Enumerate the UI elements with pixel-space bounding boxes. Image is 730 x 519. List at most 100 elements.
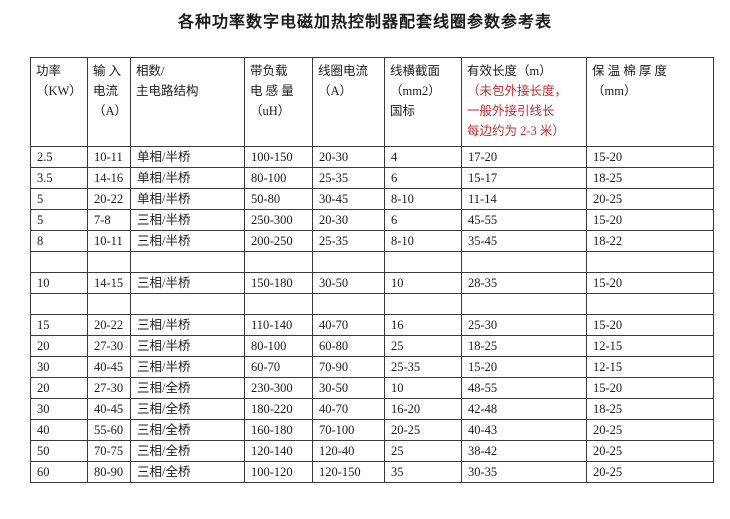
column-header: 功率 （KW） [30, 57, 88, 147]
table-cell: 40-45 [87, 356, 131, 378]
table-cell: 单相/半桥 [130, 167, 245, 189]
table-cell: 20-25 [384, 419, 462, 441]
table-cell: 15-17 [461, 167, 587, 189]
table-cell: 38-42 [461, 440, 587, 462]
table-cell: 三相/全桥 [130, 419, 245, 441]
table-cell: 三相/半桥 [130, 314, 245, 336]
column-header-note: （未包外接长度， 一般外接引线长 每边约为 2-3 米） [467, 84, 568, 138]
table-cell: 7-8 [87, 209, 131, 231]
table-cell [130, 293, 245, 315]
table-cell [586, 251, 714, 273]
column-header-text: 线圈电流 （A） [318, 64, 369, 98]
table-cell: 15-20 [586, 146, 714, 168]
table-cell: 11-14 [461, 188, 587, 210]
column-header: 输 入 电流 （A） [87, 57, 131, 147]
table-cell: 三相/半桥 [130, 335, 245, 357]
coil-parameter-table: 功率 （KW） 输 入 电流 （A） 相数/ 主电路结构 带负载 电 感 量 （uH）… [30, 57, 714, 483]
table-cell: 8-10 [384, 230, 462, 252]
table-cell: 42-48 [461, 398, 587, 420]
table-cell: 20-25 [586, 188, 714, 210]
table-cell: 40-70 [312, 314, 385, 336]
table-cell: 20-25 [586, 440, 714, 462]
table-cell: 10 [30, 272, 88, 294]
table-cell: 70-100 [312, 419, 385, 441]
table-cell: 18-22 [586, 230, 714, 252]
table-cell: 60 [30, 461, 88, 483]
table-body: 2.5 10-11 单相/半桥 100-150 20-30 4 17-20 15-20 3.5 1… [30, 146, 714, 483]
table-cell: 40-70 [312, 398, 385, 420]
table-header: 功率 （KW） 输 入 电流 （A） 相数/ 主电路结构 带负载 电 感 量 （uH）… [30, 57, 714, 147]
table-cell [461, 251, 587, 273]
table-cell: 25 [384, 440, 462, 462]
table-cell: 18-25 [461, 335, 587, 357]
table-cell: 三相/半桥 [130, 272, 245, 294]
table-cell: 单相/半桥 [130, 188, 245, 210]
table-cell: 60-80 [312, 335, 385, 357]
table-cell: 3.5 [30, 167, 88, 189]
table-cell: 18-25 [586, 167, 714, 189]
table-cell: 110-140 [244, 314, 313, 336]
table-cell: 三相/全桥 [130, 398, 245, 420]
table-cell: 5 [30, 188, 88, 210]
table-cell: 30 [30, 356, 88, 378]
column-header-text: 保 温 棉 厚 度 （mm） [592, 64, 668, 98]
table-cell: 25-35 [312, 230, 385, 252]
table-cell: 30 [30, 398, 88, 420]
table-cell: 35-45 [461, 230, 587, 252]
table-cell: 25-35 [384, 356, 462, 378]
table-cell: 48-55 [461, 377, 587, 399]
table-cell: 5 [30, 209, 88, 231]
table-cell: 30-45 [312, 188, 385, 210]
table-cell: 25-35 [312, 167, 385, 189]
table-cell: 120-150 [312, 461, 385, 483]
table-cell: 15-20 [586, 272, 714, 294]
table-row [30, 251, 714, 273]
table-cell: 14-16 [87, 167, 131, 189]
table-cell [461, 293, 587, 315]
table-cell: 6 [384, 167, 462, 189]
table-cell: 10 [384, 377, 462, 399]
column-header: 线横截面 （mm2） 国标 [384, 57, 462, 147]
table-cell: 10-11 [87, 230, 131, 252]
table-cell: 30-35 [461, 461, 587, 483]
table-cell: 45-55 [461, 209, 587, 231]
table-cell: 100-120 [244, 461, 313, 483]
table-cell: 160-180 [244, 419, 313, 441]
table-cell: 15-20 [586, 314, 714, 336]
table-cell: 12-15 [586, 356, 714, 378]
table-cell: 25 [384, 335, 462, 357]
column-header-text: 有效长度（m） [467, 64, 552, 78]
table-cell [312, 293, 385, 315]
table-cell [384, 293, 462, 315]
table-row: 30 40-45 三相/全桥 180-220 40-70 16-20 42-48 18-25 [30, 398, 714, 420]
table-cell [30, 293, 88, 315]
table-cell: 35 [384, 461, 462, 483]
table-cell [130, 251, 245, 273]
table-cell: 150-180 [244, 272, 313, 294]
table-cell [87, 251, 131, 273]
table-cell: 4 [384, 146, 462, 168]
table-cell: 27-30 [87, 335, 131, 357]
table-cell: 15 [30, 314, 88, 336]
table-cell [244, 293, 313, 315]
table-cell: 50 [30, 440, 88, 462]
table-cell [244, 251, 313, 273]
table-cell [312, 251, 385, 273]
table-row: 40 55-60 三相/全桥 160-180 70-100 20-25 40-43 20-25 [30, 419, 714, 441]
table-cell: 2.5 [30, 146, 88, 168]
table-row: 10 14-15 三相/半桥 150-180 30-50 10 28-35 15-20 [30, 272, 714, 294]
table-row: 15 20-22 三相/半桥 110-140 40-70 16 25-30 15-20 [30, 314, 714, 336]
table-cell: 40 [30, 419, 88, 441]
table-cell: 120-40 [312, 440, 385, 462]
table-row: 5 20-22 单相/半桥 50-80 30-45 8-10 11-14 20-25 [30, 188, 714, 210]
table-cell: 20-25 [586, 461, 714, 483]
table-cell: 60-70 [244, 356, 313, 378]
table-cell: 100-150 [244, 146, 313, 168]
table-row: 3.5 14-16 单相/半桥 80-100 25-35 6 15-17 18-25 [30, 167, 714, 189]
column-header-text: 输 入 电流 （A） [93, 64, 128, 118]
table-row: 50 70-75 三相/全桥 120-140 120-40 25 38-42 20-25 [30, 440, 714, 462]
table-cell: 20-22 [87, 314, 131, 336]
table-cell: 20-25 [586, 419, 714, 441]
table-cell: 20-30 [312, 209, 385, 231]
table-cell: 15-20 [586, 209, 714, 231]
